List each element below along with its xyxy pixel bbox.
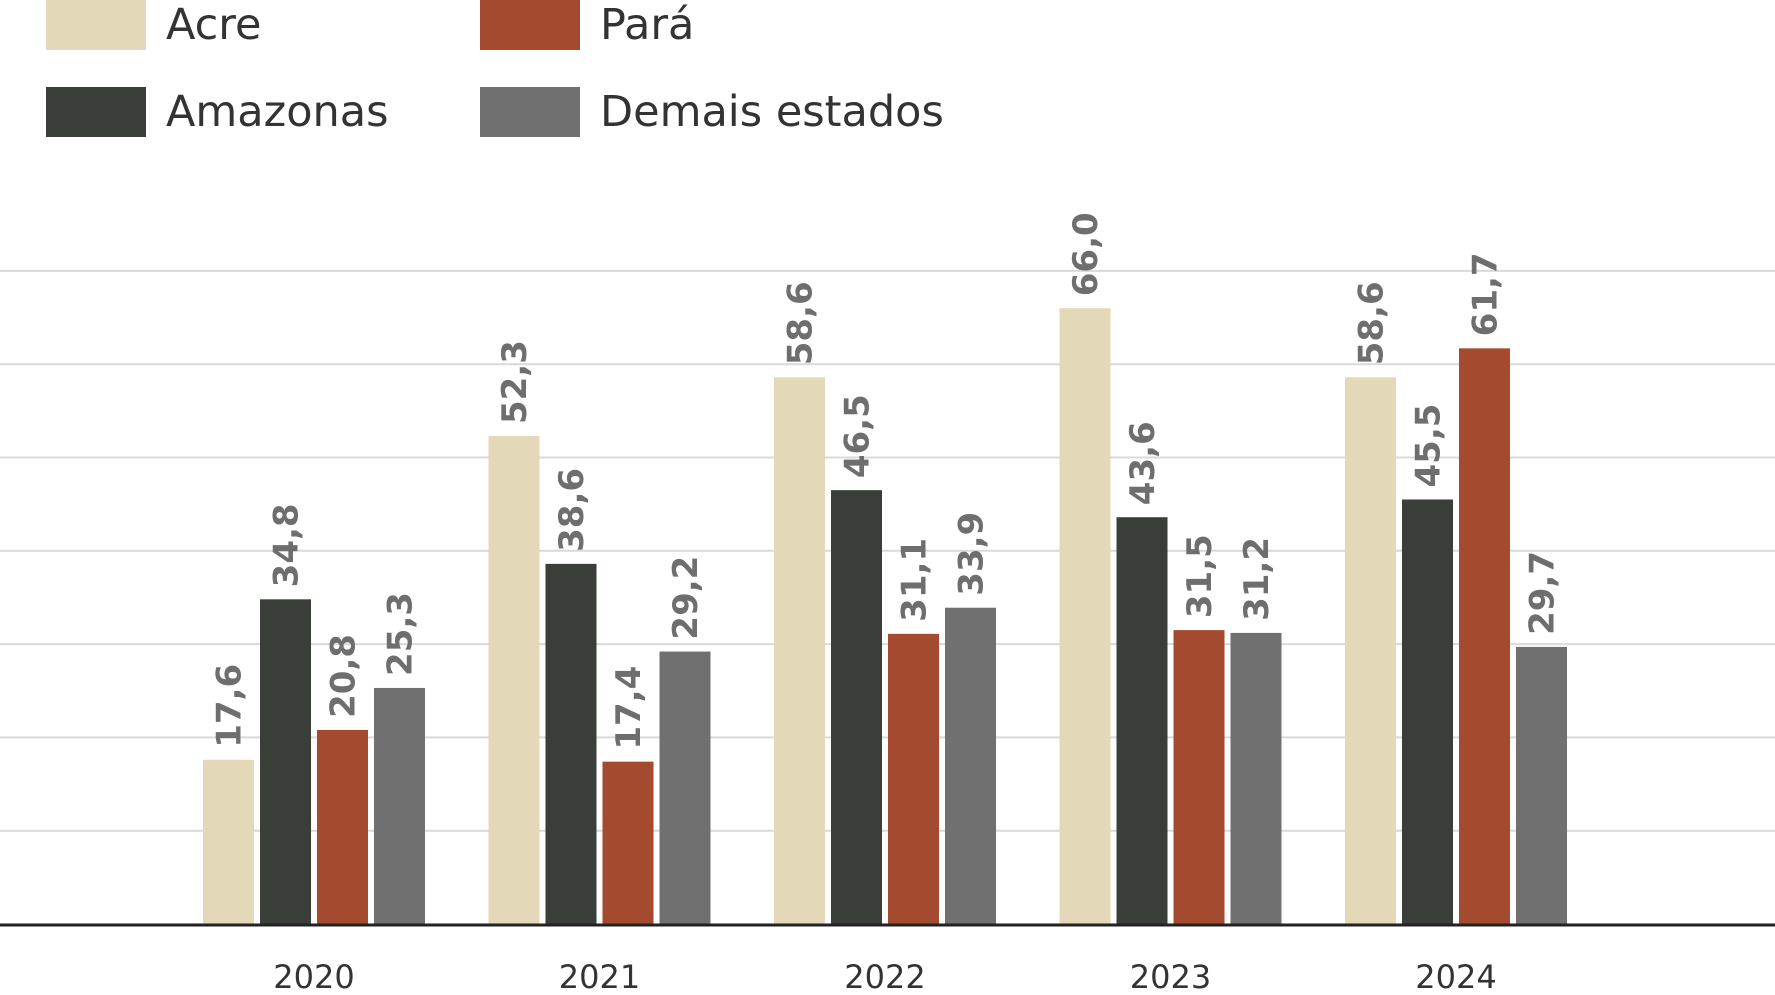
value-label-demais-estados-2020: 25,3 xyxy=(381,592,421,676)
value-label-amazonas-2023: 43,6 xyxy=(1123,421,1163,505)
bar-amazonas-2020 xyxy=(260,599,311,924)
x-tick-label-2020: 2020 xyxy=(273,958,354,995)
value-label-demais-estados-2022: 33,9 xyxy=(952,512,992,596)
value-label-demais-estados-2024: 29,7 xyxy=(1523,551,1563,635)
value-label-amazonas-2022: 46,5 xyxy=(838,394,878,478)
value-label-amazonas-2020: 34,8 xyxy=(267,503,307,587)
x-tick-label-2024: 2024 xyxy=(1415,958,1496,995)
legend: Acre Pará Amazonas Demais estados xyxy=(0,0,1000,160)
bars-group xyxy=(203,308,1567,925)
bar-amazonas-2021 xyxy=(545,563,597,924)
legend-label-para: Pará xyxy=(600,0,695,50)
bar-para-2021 xyxy=(602,761,654,924)
legend-swatch-demais-estados xyxy=(480,87,580,137)
bar-acre-2021 xyxy=(488,436,540,924)
x-tick-label-2023: 2023 xyxy=(1130,958,1211,995)
bar-acre-2023 xyxy=(1059,308,1111,925)
legend-label-acre: Acre xyxy=(166,0,262,50)
value-label-amazonas-2021: 38,6 xyxy=(552,468,592,552)
bar-para-2022 xyxy=(888,633,939,924)
bar-acre-2020 xyxy=(203,759,254,924)
bar-para-2020 xyxy=(317,729,368,924)
x-tick-labels: 2020 2021 2022 2023 2024 xyxy=(273,958,1496,995)
x-tick-label-2021: 2021 xyxy=(559,958,640,995)
value-label-acre-2022: 58,6 xyxy=(781,281,821,365)
value-label-acre-2020: 17,6 xyxy=(210,664,250,748)
value-label-para-2023: 31,5 xyxy=(1180,534,1220,618)
legend-item-demais-estados: Demais estados xyxy=(480,87,944,137)
bar-para-2024 xyxy=(1459,348,1510,924)
legend-item-para: Pará xyxy=(480,0,694,50)
x-tick-label-2022: 2022 xyxy=(844,958,925,995)
legend-item-amazonas: Amazonas xyxy=(46,87,389,137)
bar-demais-estados-2023 xyxy=(1230,632,1282,924)
value-label-demais-estados-2021: 29,2 xyxy=(666,556,706,640)
bar-para-2023 xyxy=(1173,630,1225,924)
value-label-demais-estados-2023: 31,2 xyxy=(1237,537,1277,621)
value-labels-group: 17,6 34,8 20,8 25,3 52,3 38,6 17,4 29,2 58,6 46,5… xyxy=(210,212,1563,749)
bar-acre-2022 xyxy=(774,377,825,925)
value-label-acre-2023: 66,0 xyxy=(1066,212,1106,296)
legend-swatch-para xyxy=(480,0,580,50)
value-label-para-2022: 31,1 xyxy=(895,538,935,622)
bar-acre-2024 xyxy=(1345,377,1396,925)
value-label-para-2020: 20,8 xyxy=(324,634,364,718)
bar-demais-estados-2022 xyxy=(945,607,996,924)
bar-demais-estados-2021 xyxy=(659,651,711,924)
legend-label-demais-estados: Demais estados xyxy=(600,87,944,137)
value-label-amazonas-2024: 45,5 xyxy=(1409,404,1449,488)
value-label-para-2021: 17,4 xyxy=(609,666,649,750)
legend-swatch-amazonas xyxy=(46,87,146,137)
bar-demais-estados-2020 xyxy=(374,687,425,924)
bar-amazonas-2024 xyxy=(1402,499,1453,924)
value-label-acre-2021: 52,3 xyxy=(495,340,535,424)
bar-amazonas-2023 xyxy=(1116,517,1168,924)
legend-swatch-acre xyxy=(46,0,146,50)
value-label-para-2024: 61,7 xyxy=(1466,252,1506,336)
bar-demais-estados-2024 xyxy=(1516,646,1567,924)
value-label-acre-2024: 58,6 xyxy=(1352,281,1392,365)
legend-label-amazonas: Amazonas xyxy=(166,87,389,137)
legend-item-acre: Acre xyxy=(46,0,262,50)
bar-amazonas-2022 xyxy=(831,490,882,924)
